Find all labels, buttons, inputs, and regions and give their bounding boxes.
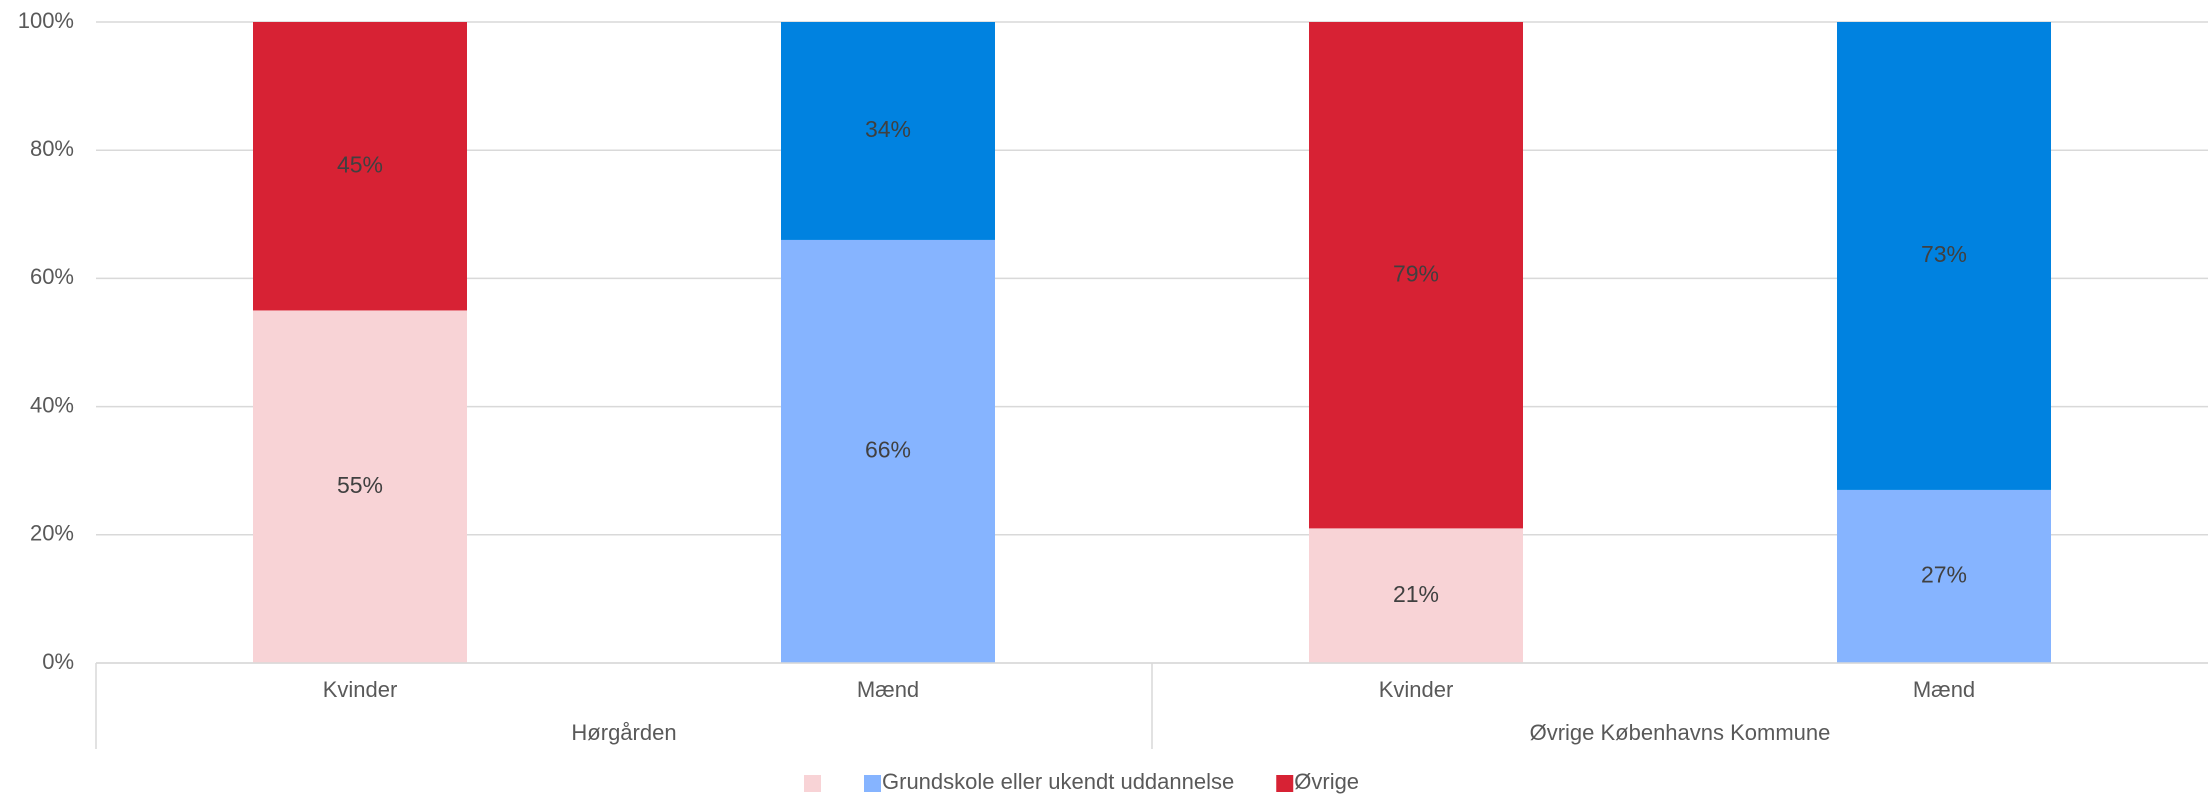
legend-swatch <box>864 775 881 792</box>
y-tick-label: 100% <box>18 8 74 33</box>
group-label: Hørgården <box>571 720 676 745</box>
data-label: 21% <box>1393 581 1439 607</box>
data-label: 27% <box>1921 562 1967 588</box>
data-label: 55% <box>337 472 383 498</box>
y-tick-label: 0% <box>42 649 74 674</box>
bar-segment <box>781 22 995 240</box>
data-label: 73% <box>1921 241 1967 267</box>
bar-segment <box>1309 22 1523 529</box>
legend-label: Grundskole eller ukendt uddannelse <box>882 769 1234 794</box>
legend-label: Øvrige <box>1294 769 1359 794</box>
x-tick-label: Mænd <box>1913 677 1975 702</box>
bar-segment <box>1837 22 2051 490</box>
bar-segment <box>1309 528 1523 663</box>
y-tick-label: 60% <box>30 264 74 289</box>
x-tick-label: Mænd <box>857 677 919 702</box>
y-tick-label: 20% <box>30 521 74 546</box>
bar-segment <box>1837 489 2051 663</box>
x-tick-label: Kvinder <box>323 677 398 702</box>
group-label: Øvrige Københavns Kommune <box>1530 720 1831 745</box>
y-tick-label: 40% <box>30 392 74 417</box>
data-label: 45% <box>337 151 383 177</box>
data-label: 66% <box>865 437 911 463</box>
bar-segment <box>781 239 995 663</box>
legend-swatch <box>1276 775 1294 792</box>
bar-segment <box>253 310 467 663</box>
y-tick-label: 80% <box>30 136 74 161</box>
data-label: 34% <box>865 116 911 142</box>
data-label: 79% <box>1393 260 1439 286</box>
x-tick-label: Kvinder <box>1379 677 1454 702</box>
legend-swatch <box>804 775 821 792</box>
bar-segment <box>253 22 467 311</box>
